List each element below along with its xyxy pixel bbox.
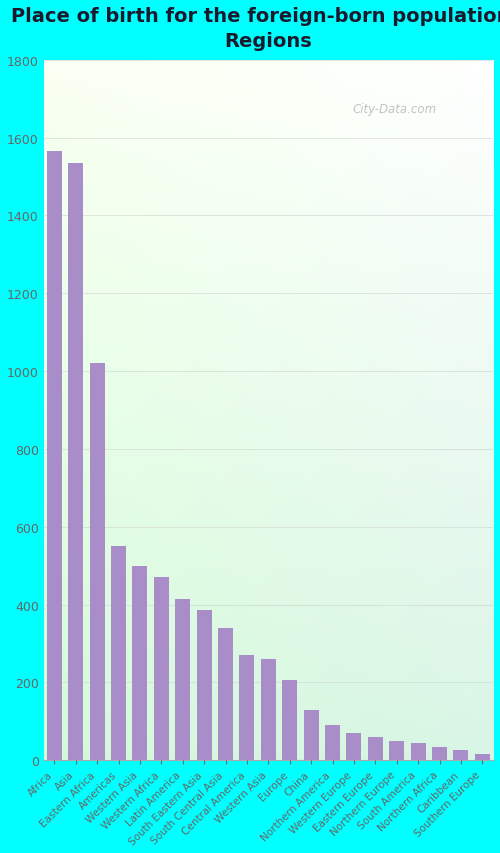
Bar [68,164,84,760]
Title: Place of birth for the foreign-born population -
Regions: Place of birth for the foreign-born popu… [11,7,500,51]
Bar [475,755,490,760]
Bar [90,364,104,760]
Bar [410,743,426,760]
Bar [196,611,212,760]
Bar [240,655,254,760]
Bar [368,737,383,760]
Bar [261,659,276,760]
Bar [154,577,169,760]
Bar [432,746,447,760]
Bar [47,152,62,760]
Bar [218,628,233,760]
Bar [304,710,318,760]
Bar [111,547,126,760]
Bar [176,599,190,760]
Bar [454,751,468,760]
Bar [282,681,298,760]
Bar [346,733,362,760]
Text: City-Data.com: City-Data.com [352,103,436,116]
Bar [325,725,340,760]
Bar [132,566,148,760]
Bar [390,741,404,760]
